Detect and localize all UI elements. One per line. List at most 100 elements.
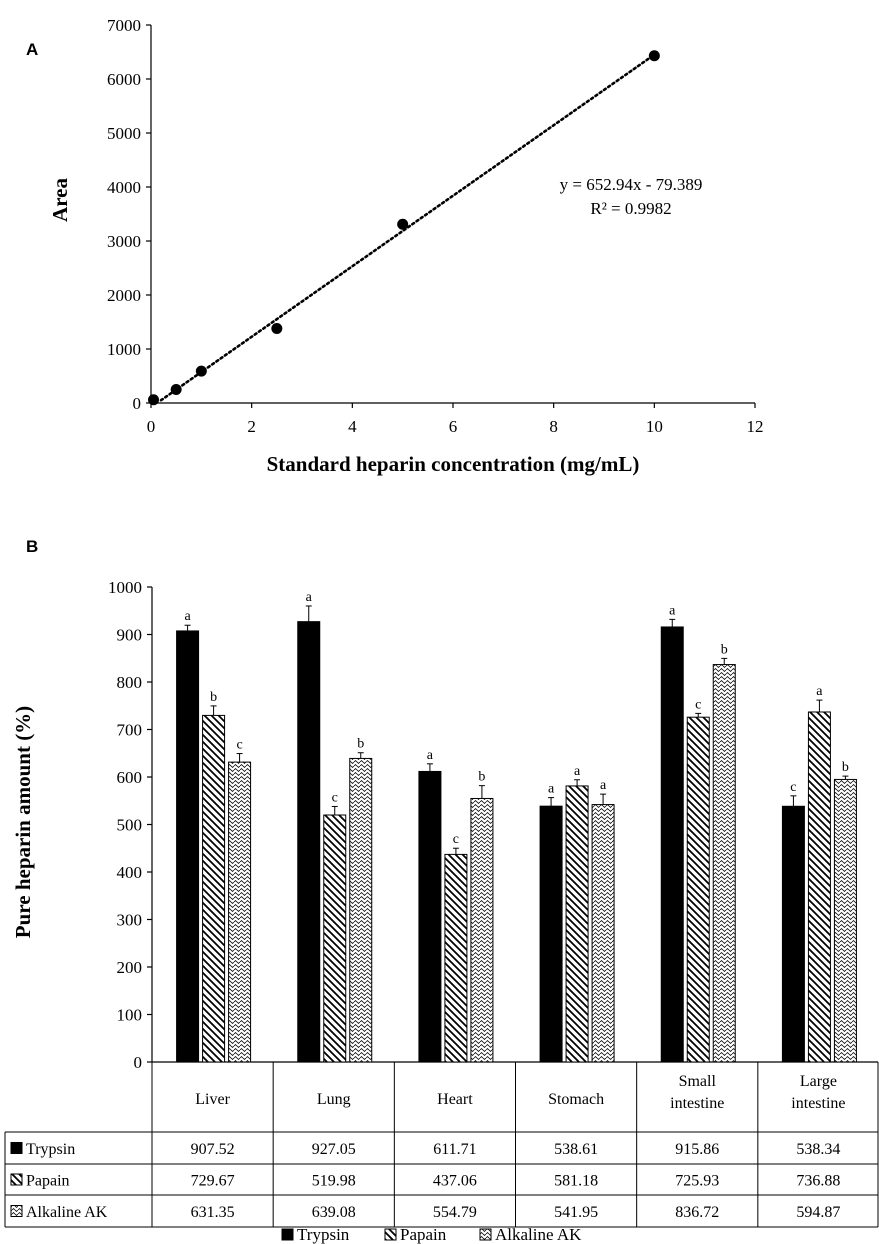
bar	[470, 797, 494, 1063]
legend: Trypsin Papain Alkaline AK	[281, 1225, 582, 1244]
legend-label: Trypsin	[297, 1225, 350, 1244]
panel-a-x-tick-label: 2	[247, 417, 256, 436]
table-value: 538.34	[796, 1141, 840, 1158]
bar	[202, 714, 226, 1063]
table-value: 736.88	[796, 1173, 840, 1190]
table-value: 519.98	[312, 1173, 356, 1190]
panel-b-y-tick-label: 500	[117, 816, 143, 835]
bar	[176, 630, 200, 1063]
panel-a-y-axis-title: Area	[48, 178, 72, 222]
table-value: 581.18	[554, 1173, 598, 1190]
panel-a-x-tick-label: 4	[348, 417, 357, 436]
data-point	[271, 322, 283, 334]
table-value: 725.93	[675, 1173, 719, 1190]
legend-key	[384, 1228, 397, 1241]
table-value: 631.35	[191, 1204, 235, 1221]
table-legend-key	[10, 1173, 23, 1186]
table-value: 594.87	[796, 1204, 840, 1221]
bar	[323, 814, 347, 1063]
significance-letter: a	[669, 603, 676, 618]
data-point	[648, 50, 660, 62]
table-value: 639.08	[312, 1204, 356, 1221]
legend-label: Alkaline AK	[495, 1225, 582, 1244]
panel-b-y-tick-label: 600	[117, 768, 143, 787]
panel-a-y-tick-label: 3000	[107, 232, 141, 251]
table-value: 554.79	[433, 1204, 477, 1221]
bar	[565, 785, 589, 1063]
bar	[833, 778, 857, 1063]
panel-a-x-tick-label: 12	[747, 417, 764, 436]
panel-a-axes: 0 1000 2000 3000 4000 5000 6000 7000 0 2 4 6 8 10 12	[107, 16, 764, 436]
table-value: 927.05	[312, 1141, 356, 1158]
r-squared-label: R² = 0.9982	[590, 199, 671, 218]
table-series-name: Trypsin	[26, 1141, 75, 1158]
legend-key	[479, 1228, 492, 1241]
table-value: 915.86	[675, 1141, 719, 1158]
panel-a-y-tick-label: 0	[133, 394, 142, 413]
bar	[297, 621, 321, 1063]
panel-b-y-tick-label: 800	[117, 673, 143, 692]
significance-letter: b	[478, 770, 485, 785]
table-value: 611.71	[433, 1141, 476, 1158]
bar	[712, 664, 736, 1063]
regression-equation: y = 652.94x - 79.389	[560, 175, 703, 194]
panel-a-x-axis-title: Standard heparin concentration (mg/mL)	[267, 452, 640, 476]
panel-b-y-tick-label: 0	[134, 1053, 143, 1072]
panel-a-points	[148, 50, 660, 406]
panel-a-x-tick-label: 10	[646, 417, 663, 436]
panel-b-y-tick-label: 100	[117, 1006, 143, 1025]
panel-a-y-tick-label: 2000	[107, 286, 141, 305]
panel-b-y-tick-label: 200	[117, 958, 143, 977]
table-value: 836.72	[675, 1204, 719, 1221]
data-table: Liver Lung Heart Stomach Small intestine Large…	[4, 1062, 879, 1228]
panel-a-x-tick-label: 8	[549, 417, 558, 436]
category-label: intestine	[791, 1095, 845, 1112]
bar	[781, 805, 805, 1063]
panel-b-y-tick-label: 300	[117, 911, 143, 930]
panel-a-trendline	[159, 53, 656, 402]
significance-letter: c	[332, 790, 338, 805]
panel-a-y-tick-label: 6000	[107, 70, 141, 89]
legend-label: Papain	[400, 1225, 447, 1244]
significance-letter: a	[306, 590, 313, 605]
significance-letter: b	[210, 690, 217, 705]
category-label: Liver	[195, 1091, 230, 1108]
bar	[591, 804, 615, 1063]
bar	[686, 716, 710, 1063]
data-point	[397, 218, 409, 230]
panel-a-y-tick-label: 5000	[107, 124, 141, 143]
panel-b-y-tick-label: 1000	[108, 578, 142, 597]
category-label: Heart	[437, 1091, 473, 1108]
significance-letter: a	[427, 748, 434, 763]
bar	[539, 805, 563, 1063]
bar	[807, 711, 831, 1063]
significance-letter: c	[236, 738, 242, 753]
panel-b-bars: a b c a c b a c b a a a a c b c a b	[176, 590, 857, 1063]
panel-a-y-tick-label: 1000	[107, 340, 141, 359]
bar	[444, 853, 468, 1063]
panel-a-x-tick-label: 6	[449, 417, 458, 436]
significance-letter: b	[357, 737, 364, 752]
bar	[660, 626, 684, 1063]
bar	[349, 757, 373, 1063]
significance-letter: c	[453, 832, 459, 847]
panel-a-x-tick-label: 0	[147, 417, 156, 436]
category-label: Large	[800, 1073, 837, 1090]
table-value: 907.52	[191, 1141, 235, 1158]
significance-letter: a	[548, 782, 555, 797]
table-legend-key	[10, 1142, 23, 1154]
category-label: Stomach	[548, 1091, 604, 1108]
significance-letter: b	[842, 760, 849, 775]
category-label: Lung	[317, 1091, 351, 1108]
significance-letter: a	[574, 764, 581, 779]
panel-a-y-tick-label: 4000	[107, 178, 141, 197]
table-value: 541.95	[554, 1204, 598, 1221]
table-series-name: Alkaline AK	[26, 1204, 108, 1221]
bar	[418, 770, 442, 1063]
bar	[228, 761, 252, 1063]
category-label: Small	[679, 1073, 717, 1090]
table-legend-key	[10, 1205, 23, 1217]
panel-b-y-tick-label: 900	[117, 626, 143, 645]
table-value: 729.67	[191, 1173, 235, 1190]
